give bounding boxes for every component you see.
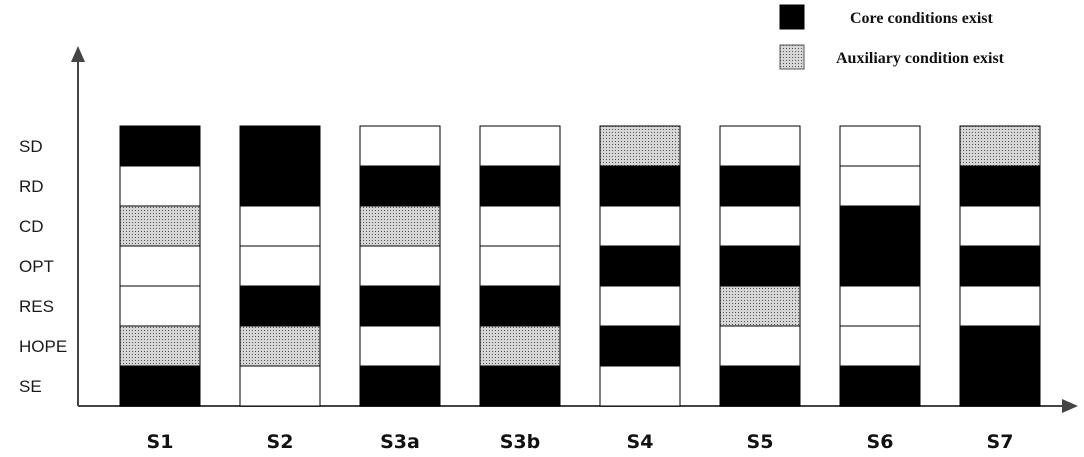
cell-s3a-se: [359, 365, 441, 407]
cell-s2-hope: [239, 325, 321, 367]
cells: [119, 125, 1041, 407]
cell-s4-sd: [599, 125, 681, 167]
column-label-s2: S2: [267, 431, 294, 453]
cell-s7-res: [959, 285, 1041, 327]
cell-s2-opt: [239, 245, 321, 287]
cell-s7-rd: [959, 165, 1041, 207]
x-axis-arrow: [1062, 399, 1078, 413]
row-label-hope: HOPE: [19, 337, 67, 356]
cell-s6-cd: [839, 205, 921, 247]
cell-s3b-hope: [479, 325, 561, 367]
cell-s7-se: [959, 365, 1041, 407]
cell-s3b-res: [479, 285, 561, 327]
row-label-sd: SD: [19, 137, 43, 156]
column-labels: S1 S2 S3a S3b S4 S5 S6 S7: [147, 431, 1014, 453]
cell-s1-hope: [119, 325, 201, 367]
cell-s3b-se: [479, 365, 561, 407]
cell-s3b-cd: [479, 205, 561, 247]
row-label-opt: OPT: [19, 257, 54, 276]
cell-s3a-cd: [359, 205, 441, 247]
cell-s4-res: [599, 285, 681, 327]
row-label-res: RES: [19, 297, 54, 316]
row-label-rd: RD: [19, 177, 44, 196]
cell-s2-sd: [239, 125, 321, 167]
cell-s3a-opt: [359, 245, 441, 287]
cell-s7-hope: [959, 325, 1041, 367]
cell-s7-cd: [959, 205, 1041, 247]
cell-s6-opt: [839, 245, 921, 287]
cell-s6-sd: [839, 125, 921, 167]
cell-s2-res: [239, 285, 321, 327]
cell-s3a-hope: [359, 325, 441, 367]
row-label-cd: CD: [19, 217, 44, 236]
column-label-s4: S4: [627, 431, 654, 453]
cell-s3b-sd: [479, 125, 561, 167]
column-label-s3a: S3a: [380, 431, 420, 453]
cell-s3b-rd: [479, 165, 561, 207]
cell-s3a-res: [359, 285, 441, 327]
cell-s1-sd: [119, 125, 201, 167]
cell-s2-cd: [239, 205, 321, 247]
cell-s6-hope: [839, 325, 921, 367]
legend: Core conditions exist Auxiliary conditio…: [779, 4, 1005, 70]
cell-s7-sd: [959, 125, 1041, 167]
column-label-s7: S7: [987, 431, 1014, 453]
column-label-s3b: S3b: [500, 431, 541, 453]
cell-s5-cd: [719, 205, 801, 247]
cell-s1-se: [119, 365, 201, 407]
cell-s2-se: [239, 365, 321, 407]
legend-auxiliary-label: Auxiliary condition exist: [836, 50, 1005, 67]
cell-s7-opt: [959, 245, 1041, 287]
cell-s1-cd: [119, 205, 201, 247]
cell-s6-rd: [839, 165, 921, 207]
cell-s4-rd: [599, 165, 681, 207]
cell-s6-res: [839, 285, 921, 327]
cell-s1-rd: [119, 165, 201, 207]
row-labels: SD RD CD OPT RES HOPE SE: [19, 137, 67, 396]
cell-s5-rd: [719, 165, 801, 207]
axes: [71, 46, 1078, 413]
cell-s1-res: [119, 285, 201, 327]
legend-auxiliary-swatch: [779, 44, 805, 70]
column-label-s6: S6: [867, 431, 894, 453]
cell-s5-sd: [719, 125, 801, 167]
y-axis-arrow: [71, 46, 85, 62]
cell-s1-opt: [119, 245, 201, 287]
cell-s3a-rd: [359, 165, 441, 207]
cell-s5-opt: [719, 245, 801, 287]
cell-s3a-sd: [359, 125, 441, 167]
cell-s4-opt: [599, 245, 681, 287]
cell-s5-se: [719, 365, 801, 407]
cell-s2-rd: [239, 165, 321, 207]
legend-core-swatch: [779, 4, 805, 30]
cell-s4-cd: [599, 205, 681, 247]
cell-s3b-opt: [479, 245, 561, 287]
cell-s6-se: [839, 365, 921, 407]
cell-s5-hope: [719, 325, 801, 367]
cell-s5-res: [719, 285, 801, 327]
column-label-s1: S1: [147, 431, 174, 453]
legend-core-label: Core conditions exist: [850, 10, 993, 27]
column-label-s5: S5: [747, 431, 774, 453]
cell-s4-hope: [599, 325, 681, 367]
cell-s4-se: [599, 365, 681, 407]
row-label-se: SE: [19, 377, 42, 396]
